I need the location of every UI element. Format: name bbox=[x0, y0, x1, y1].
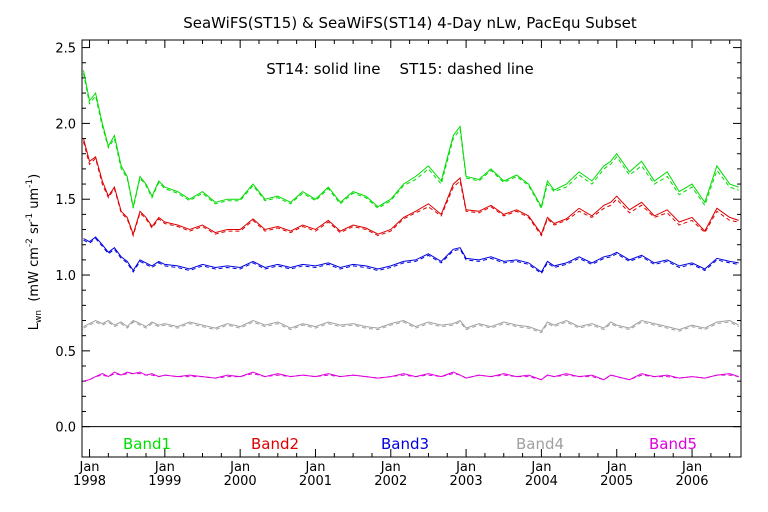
band2-st15-dashed-line bbox=[83, 141, 739, 238]
x-tick-month-label: Jan bbox=[154, 460, 175, 475]
chart-title: SeaWiFS(ST15) & SeaWiFS(ST14) 4-Day nLw,… bbox=[183, 14, 637, 32]
band5-label: Band5 bbox=[649, 435, 697, 453]
y-tick-label: 2.5 bbox=[55, 42, 76, 57]
y-label-close: ) bbox=[27, 174, 42, 179]
x-tick-year-label: 2000 bbox=[224, 474, 257, 489]
x-tick-month-label: Jan bbox=[681, 460, 702, 475]
y-tick-label: 0.0 bbox=[55, 421, 76, 436]
y-label-base: L bbox=[27, 322, 42, 330]
band1-st15-dashed-line bbox=[83, 73, 739, 210]
x-tick-year-label: 2001 bbox=[299, 474, 332, 489]
y-label-mid1: sr bbox=[27, 221, 42, 238]
band5-st14-solid-line bbox=[83, 371, 739, 382]
y-label-mid2: um bbox=[27, 188, 42, 213]
x-tick-year-label: 2002 bbox=[374, 474, 407, 489]
y-tick-label: 2.0 bbox=[55, 117, 76, 132]
y-label-sup1: -2 bbox=[25, 238, 35, 247]
x-tick-year-label: 2006 bbox=[675, 474, 708, 489]
band4-label: Band4 bbox=[516, 435, 564, 453]
y-label-sup3: -1 bbox=[25, 179, 35, 188]
band4-st15-dashed-line bbox=[83, 321, 739, 334]
y-tick-label: 1.5 bbox=[55, 193, 76, 208]
band3-label: Band3 bbox=[381, 435, 429, 453]
x-tick-month-label: Jan bbox=[455, 460, 476, 475]
band2-label: Band2 bbox=[251, 435, 299, 453]
y-label-sup2: -1 bbox=[25, 213, 35, 222]
y-tick-label: 0.5 bbox=[55, 345, 76, 360]
x-tick-year-label: 2004 bbox=[525, 474, 558, 489]
y-tick-label: 1.0 bbox=[55, 269, 76, 284]
y-axis-label: Lwn (mW cm-2 sr-1 um-1) bbox=[25, 174, 44, 330]
band3-st15-dashed-line bbox=[83, 237, 739, 275]
y-label-base-sub: wn bbox=[34, 310, 44, 323]
x-tick-month-label: Jan bbox=[530, 460, 551, 475]
band4-st14-solid-line bbox=[83, 319, 739, 332]
x-tick-year-label: 1999 bbox=[148, 474, 181, 489]
x-tick-month-label: Jan bbox=[380, 460, 401, 475]
plot-area: 0.00.51.01.52.02.5Jan1998Jan1999Jan2000J… bbox=[55, 39, 742, 489]
plot-frame bbox=[81, 39, 742, 458]
x-tick-year-label: 2003 bbox=[450, 474, 483, 489]
band2-st14-solid-line bbox=[83, 138, 739, 236]
band1-st14-solid-line bbox=[83, 70, 739, 209]
band3-st14-solid-line bbox=[83, 236, 739, 273]
x-tick-month-label: Jan bbox=[606, 460, 627, 475]
x-tick-month-label: Jan bbox=[79, 460, 100, 475]
line-style-annotation: ST14: solid line ST15: dashed line bbox=[266, 60, 534, 78]
x-tick-month-label: Jan bbox=[304, 460, 325, 475]
y-label-unit-open: (mW cm bbox=[27, 247, 42, 302]
band1-label: Band1 bbox=[123, 435, 171, 453]
x-tick-month-label: Jan bbox=[229, 460, 250, 475]
x-tick-year-label: 1998 bbox=[73, 474, 106, 489]
x-tick-year-label: 2005 bbox=[600, 474, 633, 489]
